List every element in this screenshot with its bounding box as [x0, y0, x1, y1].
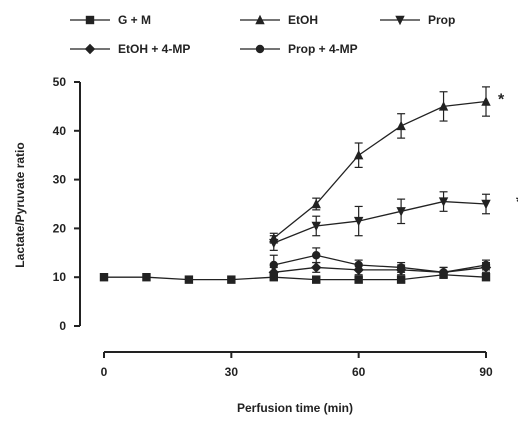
- series-etoh: [269, 86, 491, 244]
- x-tick-label: 30: [225, 365, 239, 379]
- data-point: [481, 199, 491, 210]
- data-point: [184, 275, 194, 284]
- data-point: [227, 275, 236, 284]
- y-tick-label: 20: [53, 221, 67, 235]
- x-tick-label: 60: [352, 365, 366, 379]
- data-point: [438, 197, 449, 207]
- data-point: [353, 216, 364, 227]
- data-point: [396, 207, 406, 217]
- legend-item: EtOH: [240, 13, 318, 27]
- legend-item: Prop + 4-MP: [240, 42, 358, 56]
- data-point: [311, 262, 322, 273]
- data-point: [142, 273, 151, 282]
- data-point: [312, 251, 321, 260]
- data-point: [396, 275, 406, 284]
- y-tick-label: 40: [53, 124, 67, 138]
- legend-label: EtOH: [288, 13, 318, 27]
- data-point: [269, 260, 278, 270]
- series-line: [273, 100, 487, 239]
- annotation-layer: **: [498, 92, 518, 211]
- series-layer: [99, 86, 492, 284]
- data-point: [311, 221, 321, 232]
- axes: 0 10 20 30 40 50 0 30 60 90: [53, 75, 493, 379]
- y-tick-label: 50: [53, 75, 67, 89]
- data-point: [481, 260, 491, 270]
- y-axis-label: Lactate/Pyruvate ratio: [13, 142, 27, 267]
- data-point: [99, 273, 109, 282]
- legend-label: EtOH + 4-MP: [118, 42, 190, 56]
- x-tick-label: 90: [479, 365, 493, 379]
- y-tick-label: 10: [53, 270, 67, 284]
- series-prop: [269, 191, 491, 251]
- legend-label: Prop: [428, 13, 455, 27]
- legend-item: EtOH + 4-MP: [70, 42, 190, 56]
- legend-marker: [84, 43, 96, 55]
- significance-marker: *: [516, 194, 518, 211]
- data-point: [354, 275, 363, 284]
- series-line: [104, 274, 487, 281]
- data-point: [312, 275, 321, 284]
- data-point: [481, 96, 491, 106]
- series-g-m: [99, 270, 491, 284]
- legend-marker: [395, 15, 405, 26]
- y-tick-label: 30: [53, 173, 67, 187]
- x-axis-label: Perfusion time (min): [237, 401, 353, 415]
- data-point: [269, 238, 279, 249]
- data-point: [353, 150, 364, 160]
- series-prop-4-mp: [269, 247, 491, 278]
- legend-marker: [255, 44, 265, 54]
- data-point: [396, 120, 406, 131]
- legend-item: G + M: [70, 13, 151, 27]
- legend-item: Prop: [380, 13, 455, 27]
- legend-label: Prop + 4-MP: [288, 42, 358, 56]
- legend-marker: [85, 15, 95, 25]
- data-point: [354, 260, 363, 270]
- data-point: [438, 101, 449, 111]
- legend-label: G + M: [118, 13, 151, 27]
- legend: G + M EtOH Prop EtOH + 4-MP Prop + 4-MP: [70, 13, 455, 56]
- series-line: [273, 200, 487, 244]
- data-point: [439, 268, 448, 277]
- data-point: [311, 198, 321, 209]
- y-tick-label: 0: [59, 319, 66, 333]
- x-tick-label: 0: [101, 365, 108, 379]
- data-point: [481, 273, 491, 282]
- significance-marker: *: [498, 92, 505, 109]
- legend-marker: [255, 14, 265, 25]
- series-line: [273, 254, 487, 273]
- data-point: [396, 263, 406, 272]
